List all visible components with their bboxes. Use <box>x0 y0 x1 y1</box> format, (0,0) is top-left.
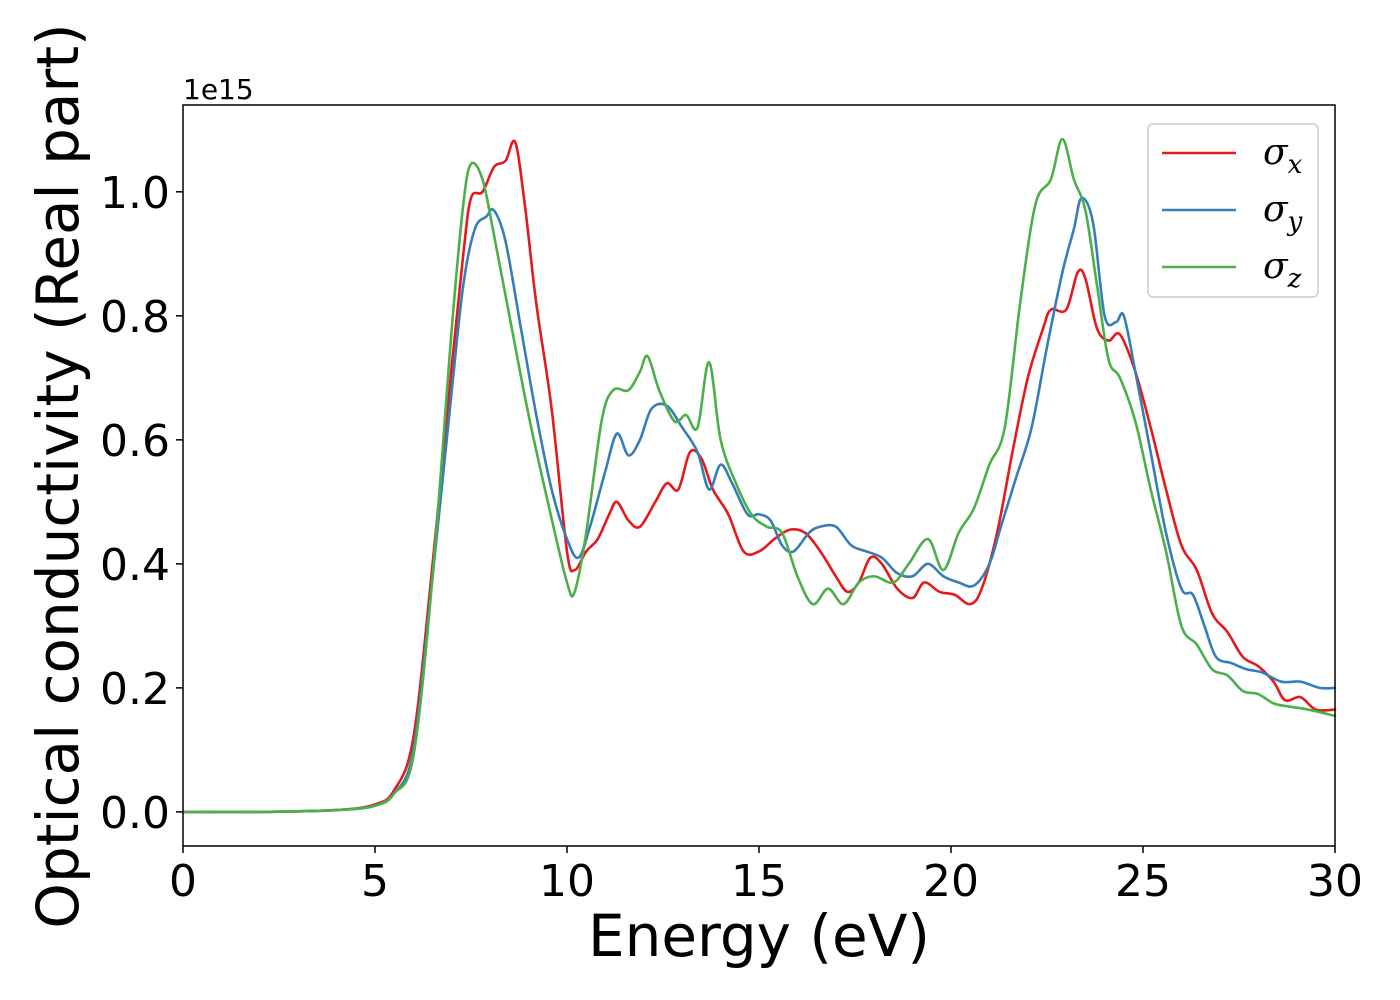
y-tick-label: 0.2 <box>100 664 170 715</box>
x-axis-ticks: 0 5 10 15 20 25 30 <box>169 846 1363 907</box>
y-axis-label: Optical conductivity (Real part) <box>24 23 92 928</box>
x-tick-label: 0 <box>169 856 197 907</box>
series-line-z <box>181 137 1337 814</box>
x-tick-label: 10 <box>539 856 595 907</box>
y-tick-label: 0.0 <box>100 788 170 839</box>
x-tick-label: 5 <box>361 856 389 907</box>
y-tick-label: 1.0 <box>100 168 170 219</box>
y-tick-label: 0.8 <box>100 292 170 343</box>
x-tick-label: 30 <box>1307 856 1363 907</box>
x-axis-label: Energy (eV) <box>588 902 930 970</box>
x-tick-label: 25 <box>1115 856 1171 907</box>
series-line-y <box>181 196 1337 814</box>
y-axis-ticks: 0.0 0.2 0.4 0.6 0.8 1.0 <box>100 168 183 839</box>
series-lines <box>181 137 1337 814</box>
y-axis-offset-text: 1e15 <box>183 73 254 106</box>
x-tick-label: 20 <box>923 856 979 907</box>
y-tick-label: 0.6 <box>100 416 170 467</box>
x-tick-label: 15 <box>731 856 787 907</box>
y-tick-label: 0.4 <box>100 540 170 591</box>
